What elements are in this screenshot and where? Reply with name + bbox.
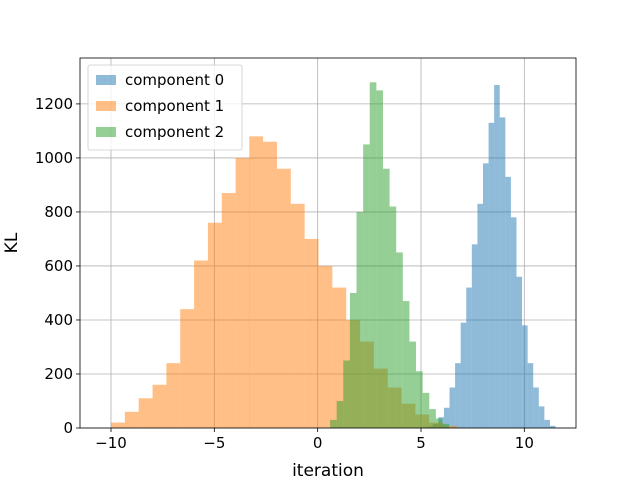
series-2-bar-16 bbox=[435, 418, 443, 428]
series-1-bar-12 bbox=[276, 168, 291, 428]
series-0-bar-17 bbox=[522, 325, 528, 428]
series-1-bar-16 bbox=[332, 287, 347, 428]
histogram-bars bbox=[111, 82, 556, 429]
series-2-bar-13 bbox=[416, 371, 423, 428]
series-0-bar-3 bbox=[443, 407, 450, 428]
legend-label-2: component 2 bbox=[125, 123, 224, 141]
legend-swatch-2 bbox=[96, 127, 116, 137]
series-2-bar-10 bbox=[396, 252, 403, 428]
series-0-bar-16 bbox=[516, 276, 523, 428]
series-1-bar-24 bbox=[443, 425, 457, 428]
series-1-bar-6 bbox=[194, 260, 208, 428]
series-1-bar-10 bbox=[249, 136, 264, 428]
series-0-bar-5 bbox=[455, 363, 461, 428]
series-0-bar-21 bbox=[544, 419, 550, 428]
series-2-bar-2 bbox=[343, 360, 350, 428]
y-tick-label-5: 1000 bbox=[35, 149, 73, 167]
y-tick-label-3: 600 bbox=[44, 257, 73, 275]
plot-frame bbox=[79, 57, 577, 429]
x-tick-label-0: −10 bbox=[95, 434, 127, 452]
series-2-bar-5 bbox=[363, 144, 370, 429]
series-2-bar-12 bbox=[409, 341, 417, 428]
x-tick-label-4: 10 bbox=[515, 434, 534, 452]
y-tick-label-0: 0 bbox=[63, 419, 73, 437]
series-1-bar-3 bbox=[152, 384, 167, 428]
series-1-bar-14 bbox=[304, 238, 319, 428]
y-axis-ticks: 0 200 400 600 800 1000 1200 bbox=[35, 95, 80, 437]
y-axis-label: KL bbox=[2, 232, 22, 253]
series-1-bar-8 bbox=[221, 193, 236, 428]
series-2-bar-9 bbox=[389, 206, 397, 428]
series-2-bar-3 bbox=[349, 292, 357, 428]
series-0-bar-18 bbox=[527, 363, 534, 428]
series-0-bar-10 bbox=[483, 163, 489, 428]
series-0-bar-15 bbox=[510, 217, 517, 428]
series-0-bar-7 bbox=[466, 287, 472, 428]
series-1-bar-2 bbox=[138, 398, 153, 428]
x-tick-label-2: 0 bbox=[313, 434, 323, 452]
legend-swatch-0 bbox=[96, 75, 116, 85]
series-1-bar-5 bbox=[180, 309, 195, 428]
x-axis-ticks: −10 −5 0 5 10 bbox=[95, 428, 534, 452]
x-tick-label-1: −5 bbox=[203, 434, 225, 452]
legend-label-0: component 0 bbox=[125, 71, 224, 89]
series-0-bar-6 bbox=[460, 322, 467, 428]
series-2-bar-11 bbox=[402, 301, 410, 428]
series-2-bar-8 bbox=[382, 168, 390, 428]
series-2-bar-14 bbox=[422, 392, 430, 428]
series-0-bar-19 bbox=[533, 387, 539, 428]
series-1-bar-4 bbox=[166, 363, 181, 428]
series-0-bar-12 bbox=[494, 85, 500, 429]
series-2-bar-1 bbox=[336, 400, 344, 428]
x-tick-label-3: 5 bbox=[416, 434, 426, 452]
series-1-bar-1 bbox=[124, 411, 139, 428]
y-tick-label-6: 1200 bbox=[35, 95, 73, 113]
series-0-bar-8 bbox=[471, 244, 478, 428]
series-0-bar-22 bbox=[549, 425, 556, 428]
series-0-bar-13 bbox=[499, 117, 506, 428]
series-1-bar-0 bbox=[111, 422, 125, 428]
legend-label-1: component 1 bbox=[125, 97, 224, 115]
series-0-bar-9 bbox=[477, 203, 483, 428]
series-1-bar-15 bbox=[318, 265, 333, 428]
series-2-bar-6 bbox=[369, 82, 377, 428]
series-0 bbox=[427, 85, 556, 429]
series-0-bar-20 bbox=[538, 406, 545, 428]
series-0-bar-14 bbox=[505, 176, 511, 428]
legend: component 0 component 1 component 2 bbox=[87, 64, 243, 151]
series-2-bar-17 bbox=[442, 423, 450, 428]
x-axis-label: iteration bbox=[292, 461, 364, 480]
legend-box bbox=[87, 64, 243, 151]
series-2-bar-4 bbox=[356, 211, 364, 428]
legend-swatch-1 bbox=[96, 101, 116, 111]
series-0-bar-11 bbox=[488, 122, 495, 429]
series-2-bar-15 bbox=[429, 409, 436, 428]
y-tick-label-2: 400 bbox=[44, 311, 73, 329]
y-tick-label-1: 200 bbox=[44, 365, 73, 383]
series-2-bar-0 bbox=[330, 419, 337, 428]
series-0-bar-4 bbox=[449, 387, 456, 428]
series-1-bar-13 bbox=[290, 203, 305, 428]
series-2 bbox=[330, 82, 450, 429]
series-1-bar-7 bbox=[207, 222, 222, 428]
series-2-bar-7 bbox=[376, 90, 383, 429]
series-1-bar-9 bbox=[235, 157, 250, 428]
series-1-bar-11 bbox=[263, 141, 277, 428]
y-tick-label-4: 800 bbox=[44, 203, 73, 221]
